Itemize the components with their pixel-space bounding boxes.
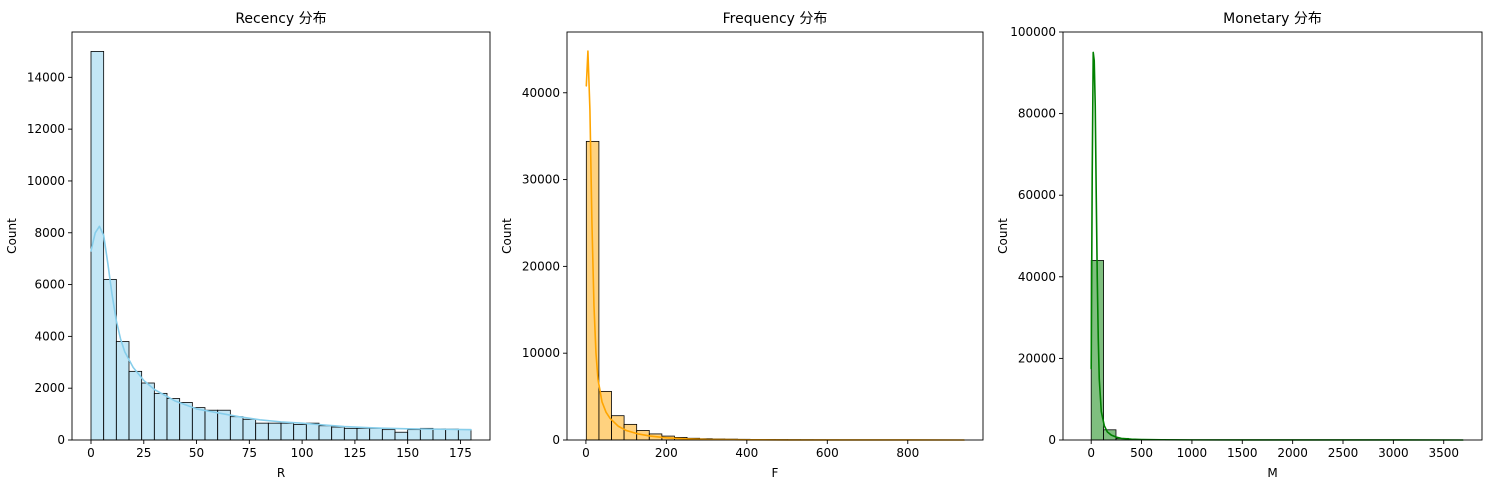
recency-x-tick-label: 25 xyxy=(136,446,151,460)
recency-bar xyxy=(407,429,421,441)
frequency-chart-title: Frequency 分布 xyxy=(723,11,828,27)
recency-bar xyxy=(280,422,295,441)
monetary-x-axis-label: M xyxy=(1267,466,1277,480)
recency-x-tick-label: 100 xyxy=(291,446,314,460)
recency-bar xyxy=(141,382,155,441)
monetary-x-tick-label: 2500 xyxy=(1328,446,1359,460)
recency-x-tick-label: 0 xyxy=(87,446,95,460)
recency-bar xyxy=(381,429,396,441)
monetary-y-tick-label: 40000 xyxy=(1018,270,1056,284)
recency-y-axis-label: Count xyxy=(5,218,19,254)
frequency-y-tick-label: 40000 xyxy=(522,86,560,100)
monetary-y-tick-label: 100000 xyxy=(1010,25,1056,39)
recency-bar xyxy=(432,428,447,441)
monetary-y-axis-label: Count xyxy=(996,218,1010,254)
frequency-x-tick-label: 0 xyxy=(582,446,590,460)
recency-x-tick-label: 150 xyxy=(396,446,419,460)
recency-bar xyxy=(394,431,409,441)
recency-y-tick-label: 12000 xyxy=(27,122,65,136)
recency-x-tick-label: 75 xyxy=(242,446,257,460)
recency-bar xyxy=(204,409,219,441)
recency-axes-frame xyxy=(71,31,491,441)
monetary-x-tick-label: 3500 xyxy=(1428,446,1459,460)
recency-chart-title: Recency 分布 xyxy=(235,11,326,27)
recency-x-tick-label: 175 xyxy=(449,446,472,460)
recency-bar xyxy=(369,427,383,441)
frequency-y-tick-label: 0 xyxy=(552,433,560,447)
frequency-x-axis-label: F xyxy=(772,466,779,480)
frequency-bar xyxy=(585,140,600,441)
recency-bar xyxy=(457,428,472,441)
frequency-x-tick-label: 200 xyxy=(655,446,678,460)
frequency-y-tick-label: 30000 xyxy=(522,173,560,187)
monetary-y-tick-label: 0 xyxy=(1048,433,1056,447)
recency-bar xyxy=(242,418,257,441)
recency-bar xyxy=(343,427,358,441)
recency-bar xyxy=(153,392,168,441)
recency-x-axis-label: R xyxy=(277,466,285,480)
frequency-bars xyxy=(585,140,965,441)
frequency-y-tick-label: 10000 xyxy=(522,346,560,360)
monetary-y-tick-label: 60000 xyxy=(1018,188,1056,202)
recency-y-tick-label: 2000 xyxy=(34,381,65,395)
recency-y-tick-label: 0 xyxy=(57,433,65,447)
frequency-histogram-panel: 0 200 400 600 800 0 10000 20000 30000 40000 Freque… xyxy=(500,11,984,480)
recency-histogram-panel: 0 25 50 75 100 125 150 175 0 2000 4000 6000 8000 1000… xyxy=(5,11,491,480)
recency-bar xyxy=(128,370,143,441)
recency-bar xyxy=(166,398,181,441)
frequency-x-tick-label: 400 xyxy=(735,446,758,460)
recency-x-tick-label: 125 xyxy=(343,446,366,460)
frequency-axes-frame xyxy=(566,31,984,441)
frequency-x-tick-label: 800 xyxy=(896,446,919,460)
monetary-axes-frame xyxy=(1062,31,1483,441)
monetary-y-tick-label: 80000 xyxy=(1018,107,1056,121)
recency-bar xyxy=(191,407,206,441)
recency-y-tick-label: 10000 xyxy=(27,174,65,188)
monetary-histogram-panel: 0 500 1000 1500 2000 2500 3000 3500 0 20000 40000 6… xyxy=(996,11,1483,480)
monetary-x-tick-label: 2000 xyxy=(1277,446,1308,460)
frequency-x-tick-label: 600 xyxy=(816,446,839,460)
monetary-x-tick-label: 500 xyxy=(1130,446,1153,460)
recency-bar xyxy=(255,422,269,441)
recency-bar xyxy=(267,422,282,441)
monetary-chart-title: Monetary 分布 xyxy=(1223,11,1322,27)
recency-bar xyxy=(445,428,459,441)
monetary-y-tick-label: 20000 xyxy=(1018,351,1056,365)
monetary-x-tick-label: 0 xyxy=(1087,446,1095,460)
monetary-x-tick-label: 1500 xyxy=(1227,446,1258,460)
monetary-x-tick-label: 3000 xyxy=(1378,446,1409,460)
recency-bar xyxy=(331,426,345,441)
recency-bar xyxy=(356,427,371,441)
recency-bar xyxy=(419,427,434,441)
frequency-kde-line xyxy=(585,50,965,441)
monetary-x-tick-label: 1000 xyxy=(1177,446,1208,460)
recency-bar xyxy=(305,422,320,441)
recency-y-tick-label: 14000 xyxy=(27,70,65,84)
monetary-bars xyxy=(1090,260,1327,441)
recency-x-tick-label: 50 xyxy=(189,446,204,460)
recency-y-tick-label: 8000 xyxy=(34,226,65,240)
recency-y-tick-label: 4000 xyxy=(34,329,65,343)
recency-bar xyxy=(293,424,307,441)
recency-y-tick-label: 6000 xyxy=(34,278,65,292)
recency-kde-line xyxy=(90,225,472,431)
recency-bar xyxy=(318,425,333,441)
monetary-kde-line xyxy=(1090,51,1464,441)
recency-bar xyxy=(103,278,117,441)
recency-bar xyxy=(179,402,193,441)
monetary-bar xyxy=(1103,429,1117,441)
frequency-y-tick-label: 20000 xyxy=(522,259,560,273)
recency-bar xyxy=(229,416,244,441)
recency-bars xyxy=(90,51,472,441)
frequency-y-axis-label: Count xyxy=(500,218,514,254)
